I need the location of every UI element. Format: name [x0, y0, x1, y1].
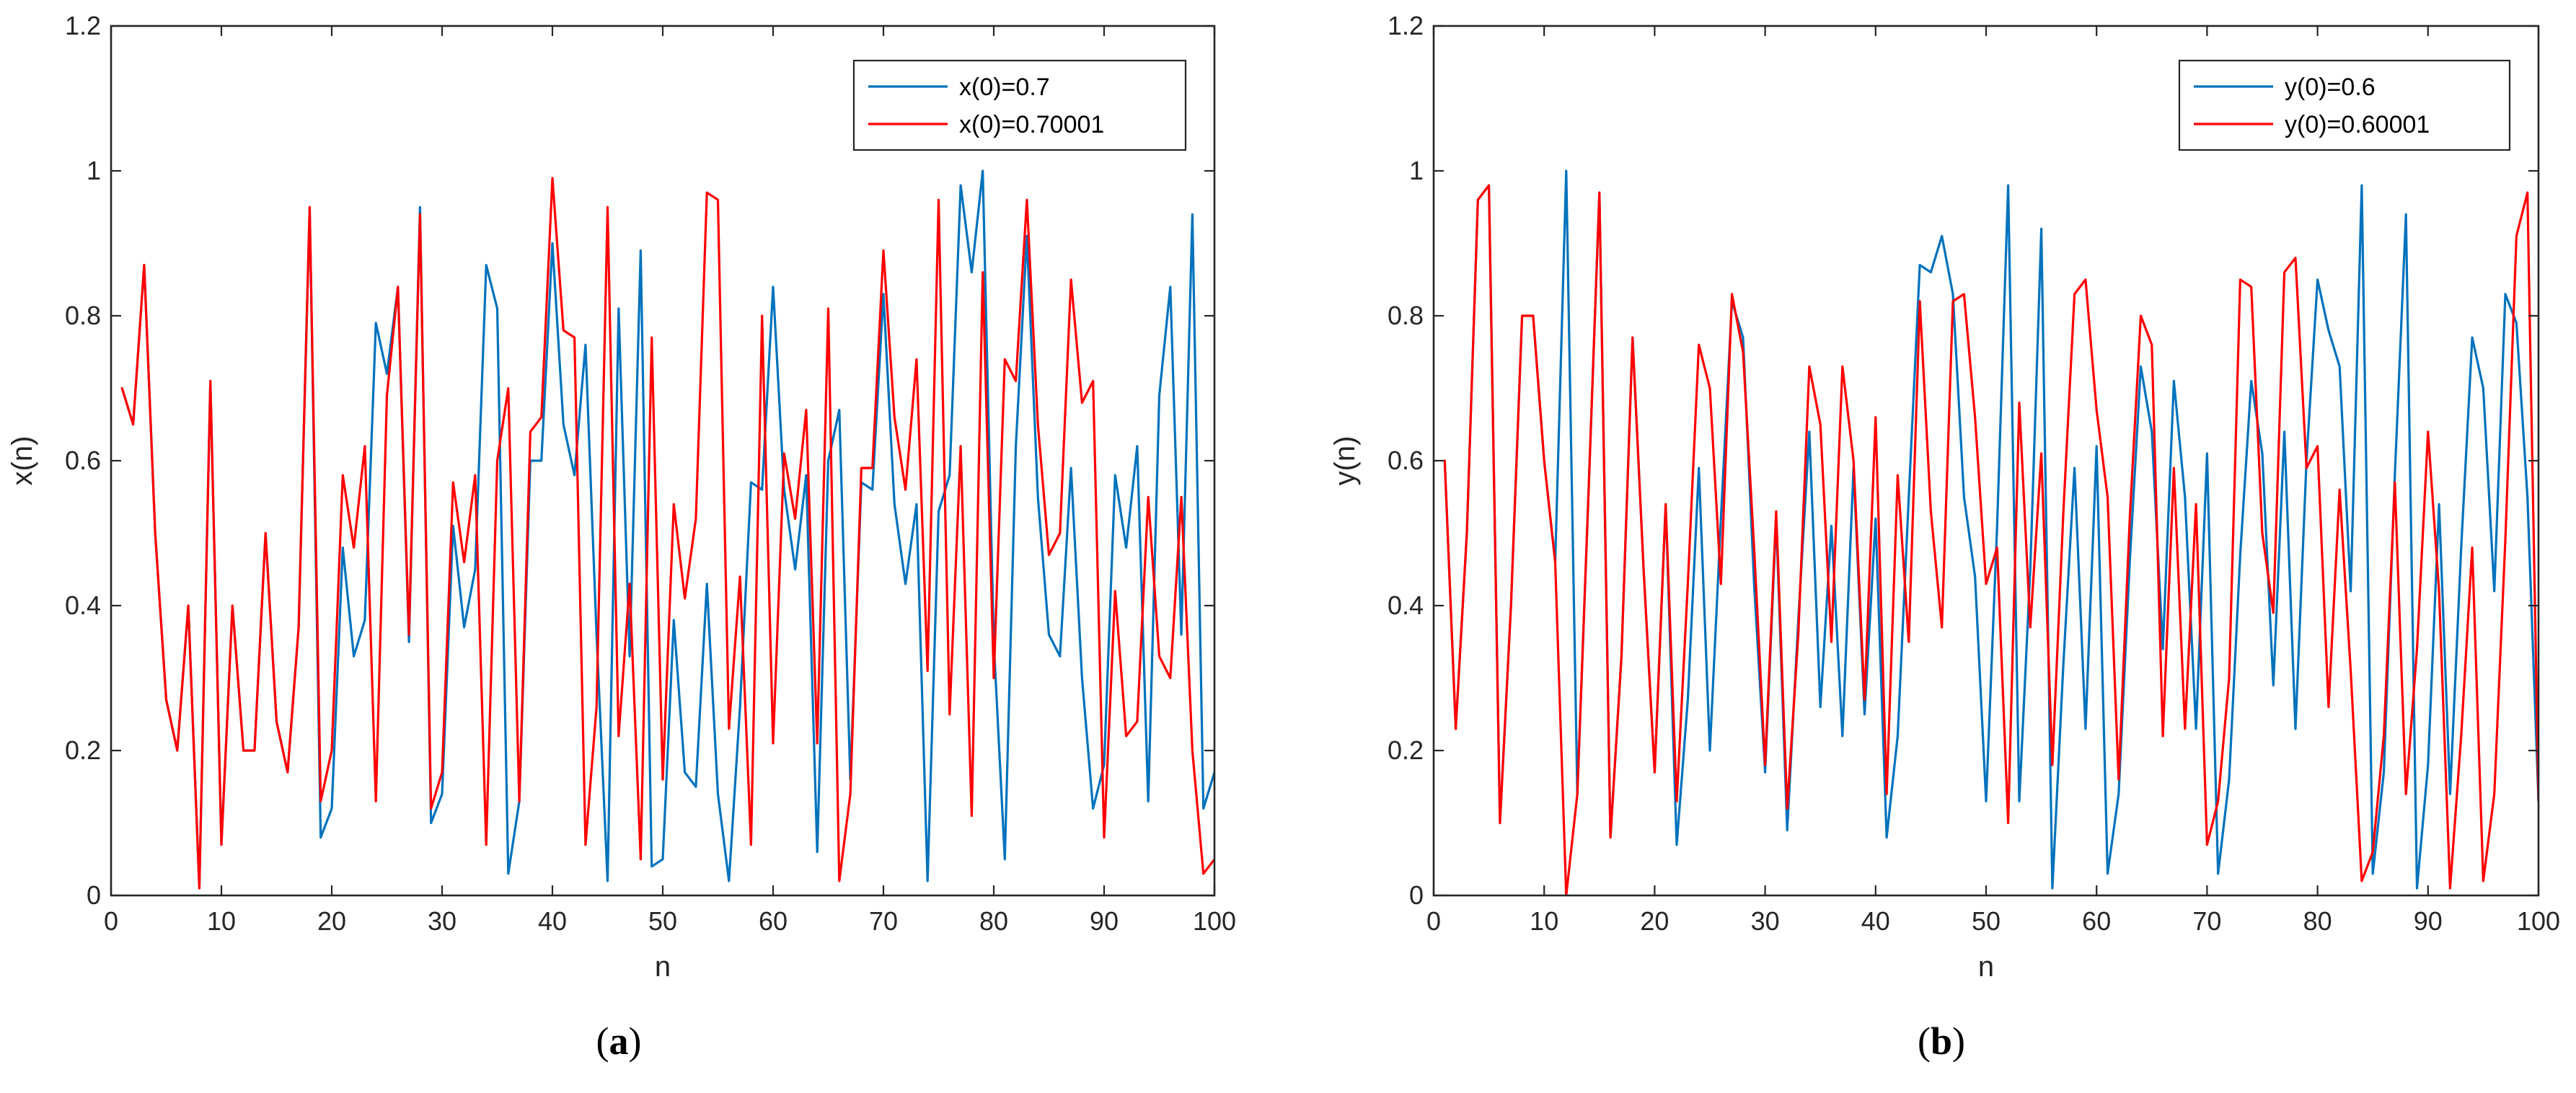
x-tick-label: 30 — [428, 906, 456, 936]
series-line-red — [120, 177, 1214, 890]
x-tick-label: 70 — [869, 906, 898, 936]
y-tick-label: 1 — [1409, 156, 1424, 185]
y-tick-label: 0.4 — [1388, 590, 1424, 620]
y-tick-label: 1.2 — [1388, 11, 1424, 40]
x-tick-label: 0 — [104, 906, 118, 936]
legend: y(0)=0.6 y(0)=0.60001 — [2178, 59, 2511, 151]
y-tick-label: 0 — [1409, 880, 1424, 910]
x-tick-label: 80 — [979, 906, 1008, 936]
y-tick-label: 0.4 — [65, 590, 101, 620]
panel-caption: (b) — [1918, 1019, 1965, 1063]
legend: x(0)=0.7 x(0)=0.70001 — [852, 59, 1187, 151]
legend-entry-label: x(0)=0.70001 — [959, 111, 1104, 138]
x-tick-label: 10 — [207, 906, 236, 936]
y-tick-label: 0.8 — [1388, 301, 1424, 330]
legend-entry-label: x(0)=0.7 — [959, 74, 1050, 101]
x-tick-label: 80 — [2303, 906, 2332, 936]
plot-area — [120, 169, 1214, 890]
chart-panel-a: 0 10 20 30 40 50 60 70 80 90 100 0 0.2 0.4 0.6 0.8 1 1.2 n… — [6, 11, 1236, 1063]
y-tick-label: 0.2 — [1388, 735, 1424, 765]
y-tick-label: 1 — [87, 156, 101, 185]
y-axis-label: y(n) — [1329, 436, 1361, 486]
axes-box — [1432, 25, 2540, 897]
x-tick-label: 100 — [2517, 906, 2560, 936]
x-tick-label: 60 — [2082, 906, 2111, 936]
y-tick-label: 0.8 — [65, 301, 101, 330]
x-tick-label: 20 — [1640, 906, 1669, 936]
legend-entry-label: y(0)=0.60001 — [2285, 111, 2430, 138]
x-tick-label: 50 — [648, 906, 677, 936]
x-tick-label: 100 — [1193, 906, 1236, 936]
y-tick-label: 0.6 — [65, 446, 101, 475]
x-axis-label: n — [655, 951, 671, 983]
chart-panel-b: 0 10 20 30 40 50 60 70 80 90 100 0 0.2 0.4 0.6 0.8 1 1.2 n… — [1329, 11, 2560, 1063]
x-tick-label: 60 — [759, 906, 788, 936]
x-tick-label: 20 — [317, 906, 346, 936]
x-tick-label: 40 — [1861, 906, 1890, 936]
x-tick-label: 30 — [1751, 906, 1780, 936]
x-tick-label: 40 — [538, 906, 567, 936]
x-tick-label: 90 — [2414, 906, 2443, 936]
legend-box — [2178, 59, 2511, 151]
y-tick-label: 0 — [87, 880, 101, 910]
x-tick-label: 10 — [1530, 906, 1558, 936]
y-tick-label: 1.2 — [65, 11, 101, 40]
y-tick-label: 0.6 — [1388, 446, 1424, 475]
y-axis-label: x(n) — [6, 436, 38, 486]
series-line-red — [1443, 184, 2538, 895]
legend-entry-label: y(0)=0.6 — [2285, 74, 2376, 101]
legend-box — [852, 59, 1187, 151]
y-tick-label: 0.2 — [65, 735, 101, 765]
x-axis-label: n — [1978, 951, 1994, 983]
x-tick-label: 0 — [1426, 906, 1441, 936]
panel-caption: (a) — [596, 1019, 642, 1063]
x-tick-label: 50 — [1972, 906, 2001, 936]
plot-area — [1443, 169, 2538, 895]
x-tick-label: 90 — [1090, 906, 1119, 936]
series-line-blue — [120, 169, 1214, 890]
x-tick-label: 70 — [2192, 906, 2221, 936]
